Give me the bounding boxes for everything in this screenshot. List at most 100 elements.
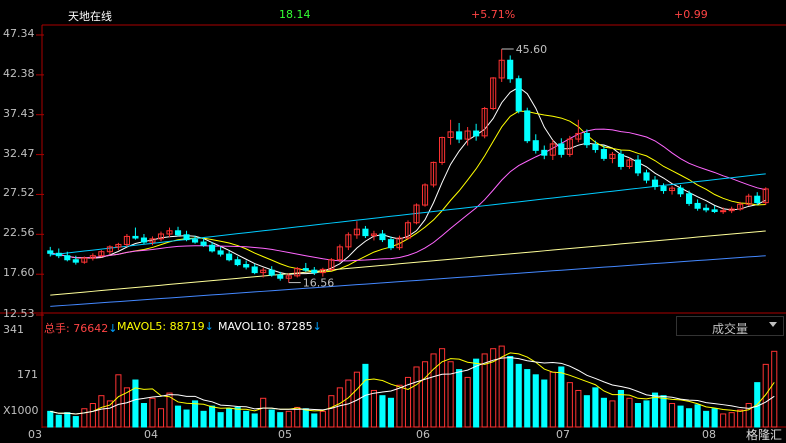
candlestick [439, 136, 446, 165]
candlestick [456, 122, 463, 144]
candlestick [336, 244, 343, 263]
candlestick [592, 140, 599, 153]
volume-bar [558, 366, 565, 428]
volume-axis-mid: 171 [17, 368, 38, 381]
x-axis-label: 04 [144, 428, 158, 441]
volume-bar [728, 412, 735, 428]
candlestick [362, 225, 369, 239]
chevron-down-icon [769, 322, 777, 327]
volume-bar [106, 400, 113, 428]
candlestick [387, 236, 395, 251]
volume-bar [447, 361, 454, 428]
candlestick [72, 255, 79, 265]
volume-bar [524, 369, 531, 428]
price-axis-label: 32.47 [3, 146, 35, 160]
volume-bar [430, 353, 437, 428]
volume-bar [379, 395, 386, 428]
candlestick [498, 48, 505, 82]
volume-bar [234, 406, 241, 428]
indicator-select[interactable]: 成交量 [676, 316, 784, 336]
volume-bar [762, 363, 769, 428]
candlestick [140, 234, 148, 245]
volume-bar [132, 379, 139, 428]
mavol5-label: MAVOL5: 88719↓ [117, 320, 214, 333]
volume-bar [464, 376, 471, 428]
candlestick [617, 150, 624, 170]
volume-bar [47, 410, 54, 428]
volume-bar [456, 369, 463, 428]
volume-bar [328, 395, 335, 428]
change-amt: +0.99 [674, 8, 708, 21]
volume-bar [98, 395, 105, 428]
mavol10-line [50, 357, 775, 415]
volume-bar [226, 408, 233, 428]
volume-bar [140, 403, 148, 428]
mavol5-line [50, 352, 775, 415]
candlestick [532, 134, 539, 154]
volume-bar [507, 356, 514, 428]
candlestick [379, 229, 386, 243]
candlestick [524, 107, 531, 144]
candlestick [515, 75, 522, 114]
x-axis-label: 06 [416, 428, 430, 441]
candlestick [319, 267, 326, 277]
candlestick [285, 273, 292, 283]
volume-bar [498, 345, 505, 428]
candlestick [566, 135, 573, 157]
volume-bar [149, 397, 156, 428]
volume-bar [643, 400, 650, 428]
candlestick [549, 139, 556, 160]
candlestick [226, 250, 233, 262]
volume-bar [413, 366, 420, 428]
volume-bar [404, 376, 412, 428]
candlestick [132, 227, 139, 240]
candlestick [294, 266, 301, 278]
price-axis-label: 47.34 [3, 27, 35, 40]
volume-bar [353, 371, 360, 428]
ma10-line [50, 110, 766, 273]
volume-bar [81, 408, 88, 428]
high-label: 45.60 [516, 43, 548, 56]
volume-axis-unit: X1000 [3, 404, 39, 417]
volume-bar [515, 363, 522, 428]
volume-bar [651, 392, 659, 428]
candlestick [720, 207, 727, 214]
candlestick [47, 246, 54, 257]
candlestick [541, 145, 548, 160]
x-axis-label: 07 [556, 428, 570, 441]
candlestick [626, 157, 633, 169]
volume-bar [319, 410, 326, 428]
volume-bar [345, 379, 352, 428]
candlestick [64, 251, 71, 262]
candlestick [209, 242, 216, 253]
candlestick [447, 119, 454, 145]
change-pct: +5.71% [471, 8, 516, 21]
candlestick [81, 256, 88, 264]
x-axis-label: 08 [702, 428, 716, 441]
candlestick [192, 235, 199, 244]
candlestick [600, 145, 607, 161]
volume-bar [490, 348, 497, 428]
candlestick [473, 123, 480, 141]
candlestick [754, 192, 761, 206]
volume-bar [481, 353, 488, 428]
candlestick [421, 183, 429, 207]
volume-bar [566, 382, 573, 428]
volume-bar [694, 404, 701, 428]
ma20-line [50, 128, 766, 262]
candlestick [106, 245, 113, 255]
volume-bar [157, 408, 165, 428]
volume-bar [703, 410, 710, 428]
volume-bar [64, 412, 71, 428]
candlestick [481, 106, 488, 139]
candlestick [430, 161, 437, 188]
candlestick [353, 221, 360, 239]
price-axis-label: 22.56 [3, 226, 35, 240]
volume-bar [549, 371, 556, 428]
volume-bar [251, 413, 258, 428]
candlestick [149, 236, 156, 246]
volume-bar [200, 410, 207, 428]
volume-bar [617, 389, 624, 428]
price-axis-label: 37.43 [3, 106, 35, 120]
